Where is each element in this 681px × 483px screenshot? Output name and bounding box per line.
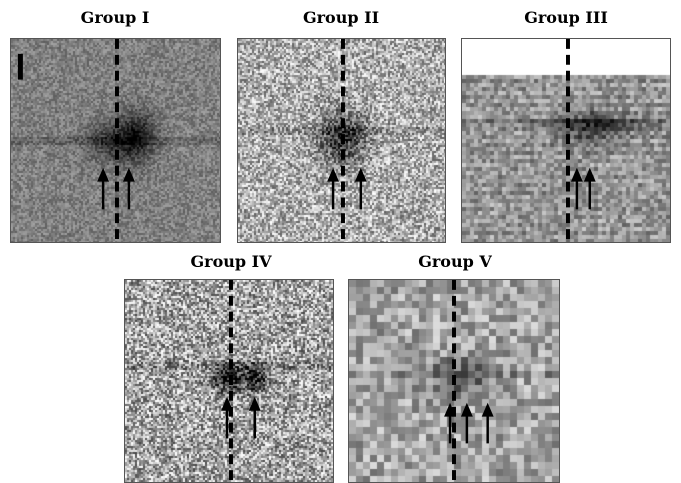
arrow-icon [122, 167, 135, 210]
arrow-icon [248, 396, 261, 439]
overlay-group-iv [221, 280, 261, 482]
arrow-icon [460, 402, 473, 444]
arrow-icon [221, 396, 233, 439]
overlay-group-i [17, 39, 135, 242]
overlay-group-v [444, 280, 494, 482]
panel-title-group-iii: Group III [524, 8, 608, 27]
arrow-icon [444, 402, 456, 444]
overlay-group-ii [327, 39, 367, 242]
arrow-icon [327, 167, 340, 210]
panel-group-v [348, 279, 560, 483]
panel-title-group-i: Group I [80, 8, 150, 27]
overlay-group-iii [566, 39, 596, 242]
panel-group-iii [461, 38, 671, 243]
arrow-icon [97, 167, 110, 210]
panel-group-iv [124, 279, 334, 483]
arrow-icon [481, 402, 494, 444]
arrow-icon [354, 167, 367, 210]
panel-group-i [10, 38, 221, 243]
arrow-icon [570, 167, 583, 210]
panel-title-group-ii: Group II [302, 8, 380, 27]
arrow-icon [583, 167, 596, 210]
panel-title-group-iv: Group IV [190, 252, 272, 271]
panel-title-group-v: Group V [418, 252, 492, 271]
panel-group-ii [237, 38, 446, 243]
scale-bar [17, 53, 23, 80]
